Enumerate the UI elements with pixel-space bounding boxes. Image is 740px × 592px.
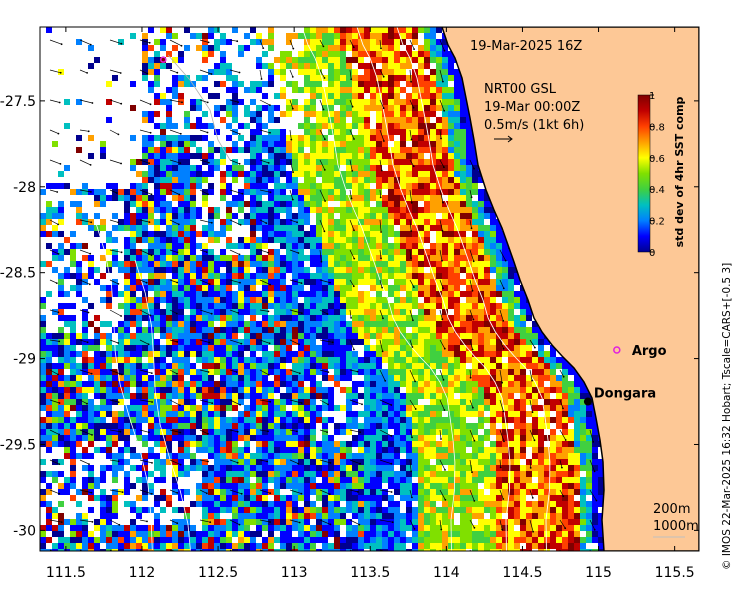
y-tick-label: -29.5 <box>0 437 36 453</box>
colorbar-ticks: 0 0.2 0.4 0.6 0.8 1 <box>649 91 665 259</box>
argo-marker: Argo <box>613 344 667 359</box>
y-tick-label: -28 <box>13 180 36 196</box>
x-tick-label: 114 <box>433 565 460 581</box>
y-tick-label: -29 <box>13 352 36 368</box>
colorbar <box>637 94 651 253</box>
colorbar-tick-label: 0 <box>649 248 655 259</box>
vector-scale-arrow <box>494 135 513 143</box>
contour-legend-200m: 200m <box>653 502 690 517</box>
x-tick-label: 114.5 <box>502 565 542 581</box>
y-tick-label: -28.5 <box>0 266 36 282</box>
y-axis: -27.5 -28 -28.5 -29 -29.5 -30 <box>0 94 699 539</box>
colorbar-tick-label: 0.8 <box>649 122 665 133</box>
x-tick-label: 113 <box>281 565 308 581</box>
y-tick-label: -30 <box>13 523 36 539</box>
colorbar-tick-label: 1 <box>649 91 655 102</box>
dongara-marker: Dongara <box>583 387 656 406</box>
argo-marker-north <box>160 56 167 63</box>
x-tick-label: 112 <box>129 565 156 581</box>
current-source-label: NRT00 GSL <box>484 82 557 97</box>
x-tick-label: 115 <box>585 565 612 581</box>
contour-legend-1000m: 1000m <box>653 519 699 534</box>
x-tick-label: 112.5 <box>198 565 238 581</box>
dongara-label: Dongara <box>594 387 656 402</box>
date-label: 19-Mar-2025 16Z <box>470 39 582 54</box>
colorbar-title: std dev of 4hr SST comp <box>673 96 686 247</box>
colorbar-tick-label: 0.4 <box>649 185 665 196</box>
x-axis: 111.5 112 112.5 113 113.5 114 114.5 115 115.5 <box>46 27 695 581</box>
land-mass <box>441 27 699 551</box>
argo-label: Argo <box>632 344 667 359</box>
colorbar-tick-label: 0.6 <box>649 154 665 165</box>
x-tick-label: 113.5 <box>350 565 390 581</box>
current-time-label: 19-Mar 00:00Z <box>484 100 580 115</box>
y-tick-label: -27.5 <box>0 94 36 110</box>
vector-scale-label: 0.5m/s (1kt 6h) <box>484 118 584 133</box>
contour-legend: 200m 1000m <box>653 502 699 538</box>
x-tick-label: 111.5 <box>46 565 86 581</box>
colorbar-tick-label: 0.2 <box>649 217 665 228</box>
colorbar-ramp <box>637 94 651 253</box>
x-tick-label: 115.5 <box>655 565 695 581</box>
credit-text: © IMOS 22-Mar-2025 16:32 Hobart; Tscale=… <box>721 263 733 570</box>
plot-frame <box>39 26 700 552</box>
